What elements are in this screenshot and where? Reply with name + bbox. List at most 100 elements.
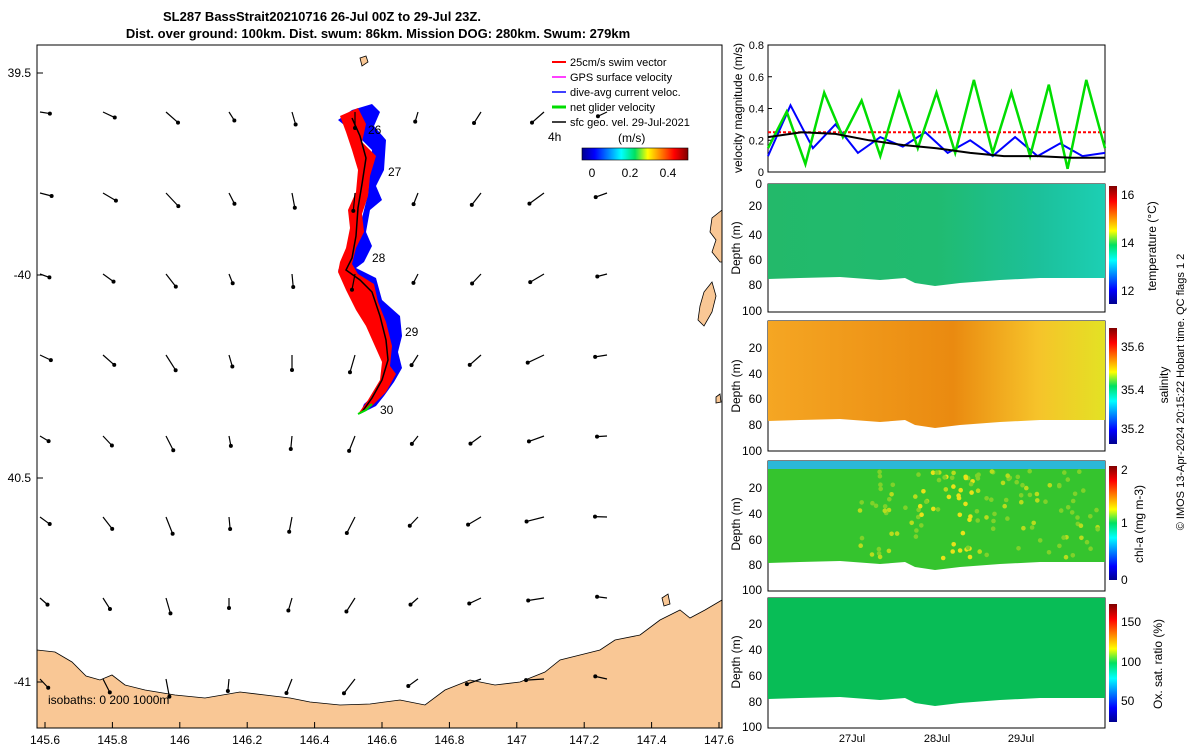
geo-velocity-arrow [528, 435, 545, 442]
ox-ytick-20: 20 [749, 617, 763, 631]
geo-velocity-arrow [102, 192, 117, 202]
geo-velocity-arrow [287, 597, 293, 611]
geo-velocity-arrowhead [526, 439, 531, 444]
land-islet-mid [661, 593, 671, 607]
geo-velocity-arrowhead [168, 611, 173, 616]
geo-velocity-arrowhead [167, 694, 172, 699]
chla-field [768, 461, 1105, 570]
chla-sample-dot [882, 508, 888, 514]
sal-ytick-20: 20 [749, 341, 763, 355]
velocity-y-tick-label: 0.6 [749, 72, 764, 84]
velocity-y-tick-label: 0.2 [749, 135, 764, 147]
map-x-tick-label: 147.4 [637, 733, 667, 747]
geo-velocity-arrow [102, 516, 113, 530]
chla-sample-dot [1018, 493, 1024, 498]
temp-ytick-20: 20 [749, 199, 763, 213]
geo-velocity-arrowhead [528, 280, 533, 285]
chla-sample-dot [878, 482, 883, 488]
geo-velocity-arrowhead [173, 284, 178, 289]
map-y-ticks: 39.5 -40 40.5 -41 [8, 66, 43, 689]
geo-velocity-arrowhead [353, 126, 357, 130]
geo-velocity-arrow [39, 516, 51, 525]
colorbar-tick-1: 0.2 [622, 166, 639, 180]
geo-velocity-arrowhead [524, 678, 529, 683]
ox-cb-50: 50 [1121, 694, 1135, 708]
temp-ytick-80: 80 [749, 278, 763, 292]
imos-side-note: © IMOS 13-Apr-2024 20:15:22 Hobart time.… [1175, 254, 1187, 531]
geo-velocity-arrowhead [112, 362, 117, 367]
geo-velocity-arrow [102, 273, 114, 283]
geo-velocity-arrow [526, 516, 545, 523]
salinity-cb-label: salinity [1157, 367, 1171, 404]
ox-ytick-40: 40 [749, 643, 763, 657]
isobaths-label: isobaths: 0 200 1000m [48, 693, 169, 707]
chla-sample-dot [877, 473, 883, 479]
geo-velocity-arrow [102, 111, 116, 119]
temp-cb-16: 16 [1121, 188, 1135, 202]
geo-velocity-arrowhead [593, 674, 598, 679]
geo-velocity-arrowhead [170, 531, 175, 536]
geo-velocity-arrow [228, 516, 231, 530]
chla-sample-dot [931, 506, 936, 512]
geo-velocity-arrowhead [287, 529, 292, 534]
oxygen-ylabel: Depth (m) [729, 635, 743, 688]
chla-sample-dot [984, 552, 989, 558]
map-legend: 25cm/s swim vector GPS surface velocity … [548, 57, 690, 180]
map-x-tick-label: 145.6 [30, 733, 60, 747]
chla-sample-dot [915, 514, 921, 520]
map-panel: 26 27 28 29 30 isobaths: 0 200 1000m 145… [8, 44, 734, 747]
velocity-series-line [766, 79, 1107, 170]
chla-cb-1: 1 [1121, 516, 1128, 530]
map-x-tick-label: 146 [170, 733, 190, 747]
chla-sample-dot [936, 477, 942, 483]
geo-velocity-arrow [531, 111, 545, 124]
geo-velocity-arrowhead [529, 120, 534, 125]
geo-velocity-arrowhead [472, 120, 477, 125]
chla-cb-label: chl-a (mg m-3) [1132, 485, 1146, 563]
geo-velocity-arrow [102, 435, 113, 446]
chla-sample-dot [946, 494, 952, 500]
chla-sample-dot [1084, 539, 1090, 545]
chla-sample-dot [1021, 525, 1026, 531]
chla-sample-dot [919, 512, 924, 517]
track-center-line [345, 117, 389, 413]
geo-velocity-arrow [291, 192, 296, 208]
chla-sample-dot [1057, 543, 1062, 549]
chla-sample-dot [887, 497, 892, 502]
geo-velocity-arrow [473, 111, 482, 124]
chla-sample-dot [886, 548, 892, 554]
geo-velocity-arrowhead [341, 691, 346, 696]
chla-sample-dot [1000, 480, 1006, 486]
ox-ytick-60: 60 [749, 669, 763, 683]
geo-velocity-arrowhead [524, 519, 529, 524]
chla-sample-dot [1005, 516, 1010, 521]
geo-velocity-arrow [39, 192, 52, 197]
velocity-series-line [767, 131, 1105, 159]
salinity-ylabel: Depth (m) [729, 359, 743, 412]
chla-sample-dot [1069, 510, 1075, 515]
geo-velocity-arrowhead [595, 274, 600, 279]
map-y-tick-label: -41 [14, 675, 32, 689]
geo-velocity-arrowhead [409, 441, 414, 446]
chla-sample-dot [1046, 550, 1052, 555]
geo-velocity-arrowhead [525, 360, 530, 365]
day-label-27: 27 [388, 165, 402, 179]
chla-sample-dot [1027, 492, 1033, 498]
chla-sample-dot [1029, 525, 1035, 530]
geo-velocity-arrowhead [347, 370, 352, 375]
salinity-colorbar [1109, 328, 1117, 444]
geo-velocity-arrowhead [107, 690, 112, 695]
speed-colorbar [581, 147, 689, 161]
geo-velocity-arrowhead [228, 526, 233, 531]
chla-sample-dot [858, 543, 863, 548]
chla-sample-dot [869, 552, 875, 557]
chla-sample-dot [968, 481, 974, 487]
temperature-panel: 0 20 40 60 80 100 Depth (m) 16 14 12 tem… [729, 177, 1159, 318]
chla-sample-dot [876, 546, 882, 552]
temp-ytick-40: 40 [749, 228, 763, 242]
geo-velocity-arrowhead [176, 120, 181, 125]
map-x-tick-label: 147.2 [569, 733, 599, 747]
geo-velocity-arrowhead [595, 434, 600, 439]
geo-velocity-arrowhead [406, 684, 411, 689]
title-line-1: SL287 BassStrait20210716 26-Jul 00Z to 2… [163, 9, 481, 24]
